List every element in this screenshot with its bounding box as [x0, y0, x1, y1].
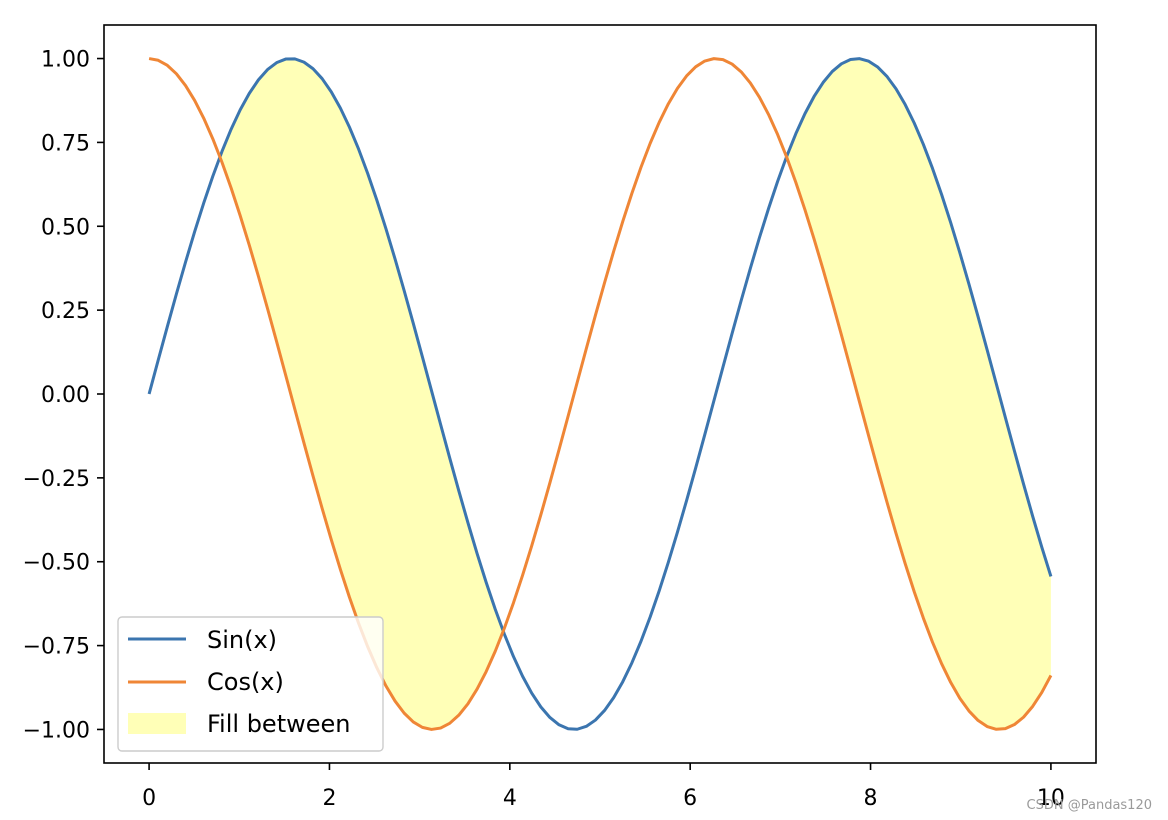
legend-label-cos: Cos(x) [207, 668, 284, 696]
y-tick-label: 0.50 [41, 215, 90, 240]
y-axis: 1.00 0.75 0.50 0.25 0.00 −0.25 −0.50 −0.75 −1.00 [23, 48, 104, 743]
y-tick-label: −0.25 [23, 467, 90, 492]
y-tick-label: 1.00 [41, 48, 90, 73]
y-tick-label: −0.75 [23, 635, 90, 660]
fill-between-region-2 [786, 58, 1051, 730]
series-lines-group [147, 57, 1053, 731]
series-line-sin [147, 57, 1053, 731]
y-tick-label: 0.25 [41, 299, 90, 324]
series-line-cos [148, 57, 1053, 731]
x-tick-label: 10 [1037, 786, 1065, 811]
legend: Sin(x) Cos(x) Fill between [117, 616, 384, 752]
x-axis: 0 2 4 6 8 10 [142, 763, 1065, 811]
legend-label-fill: Fill between [207, 710, 350, 738]
x-tick-label: 2 [322, 786, 336, 811]
y-tick-label: −0.50 [23, 551, 90, 576]
y-tick-label: −1.00 [23, 718, 90, 743]
x-tick-label: 4 [503, 786, 517, 811]
x-tick-label: 0 [142, 786, 156, 811]
fill-between-region-1 [219, 58, 504, 730]
y-tick-label: 0.75 [41, 131, 90, 156]
fill-between-area-group [219, 58, 1051, 730]
x-tick-label: 6 [683, 786, 697, 811]
legend-label-sin: Sin(x) [207, 626, 277, 654]
watermark: CSDN @Pandas120 [1027, 798, 1152, 813]
y-tick-label: 0.00 [41, 383, 90, 408]
x-tick-label: 8 [864, 786, 878, 811]
legend-swatch-fill [128, 713, 186, 734]
